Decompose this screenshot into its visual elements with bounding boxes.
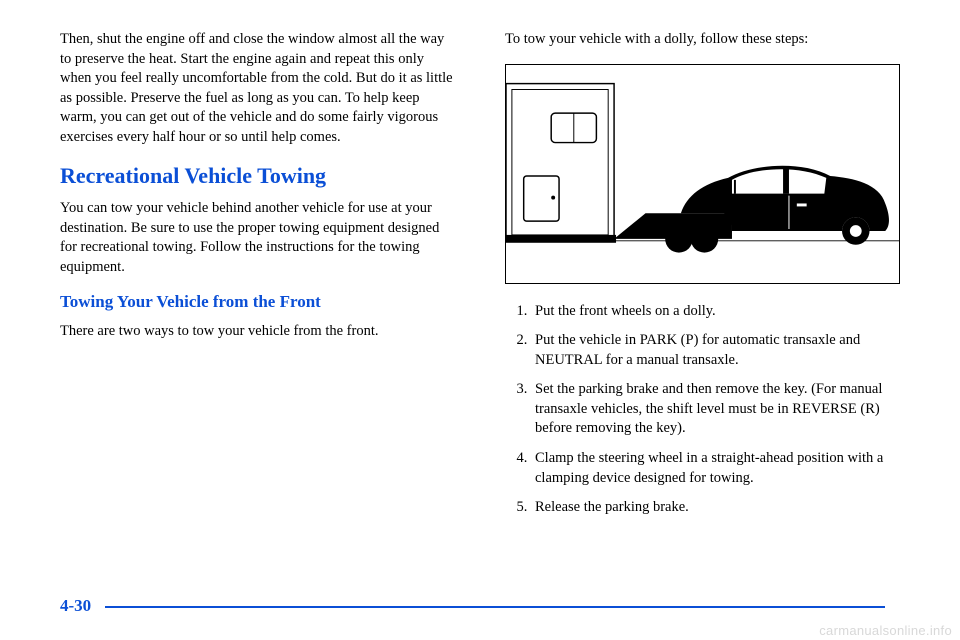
heading-recreational-towing: Recreational Vehicle Towing (60, 161, 455, 191)
page-footer: 4-30 (60, 596, 900, 616)
figure-dolly-towing (505, 64, 900, 284)
steps-list: Put the front wheels on a dolly. Put the… (505, 302, 900, 518)
paragraph-two-ways: There are two ways to tow your vehicle f… (60, 322, 455, 342)
step-2: Put the vehicle in PARK (P) for automati… (531, 331, 900, 370)
heading-towing-from-front: Towing Your Vehicle from the Front (60, 291, 455, 314)
paragraph-dolly-intro: To tow your vehicle with a dolly, follow… (505, 30, 900, 50)
dolly-illustration (506, 65, 899, 283)
paragraph-keep-warm: Then, shut the engine off and close the … (60, 30, 455, 147)
footer-rule (105, 606, 885, 608)
page-number: 4-30 (60, 596, 91, 616)
watermark-text: carmanualsonline.info (819, 623, 952, 638)
step-3: Set the parking brake and then remove th… (531, 380, 900, 439)
step-1: Put the front wheels on a dolly. (531, 302, 900, 322)
right-column: To tow your vehicle with a dolly, follow… (505, 30, 900, 528)
step-4: Clamp the steering wheel in a straight-a… (531, 449, 900, 488)
step-5: Release the parking brake. (531, 498, 900, 518)
left-column: Then, shut the engine off and close the … (60, 30, 455, 528)
paragraph-towing-intro: You can tow your vehicle behind another … (60, 199, 455, 277)
